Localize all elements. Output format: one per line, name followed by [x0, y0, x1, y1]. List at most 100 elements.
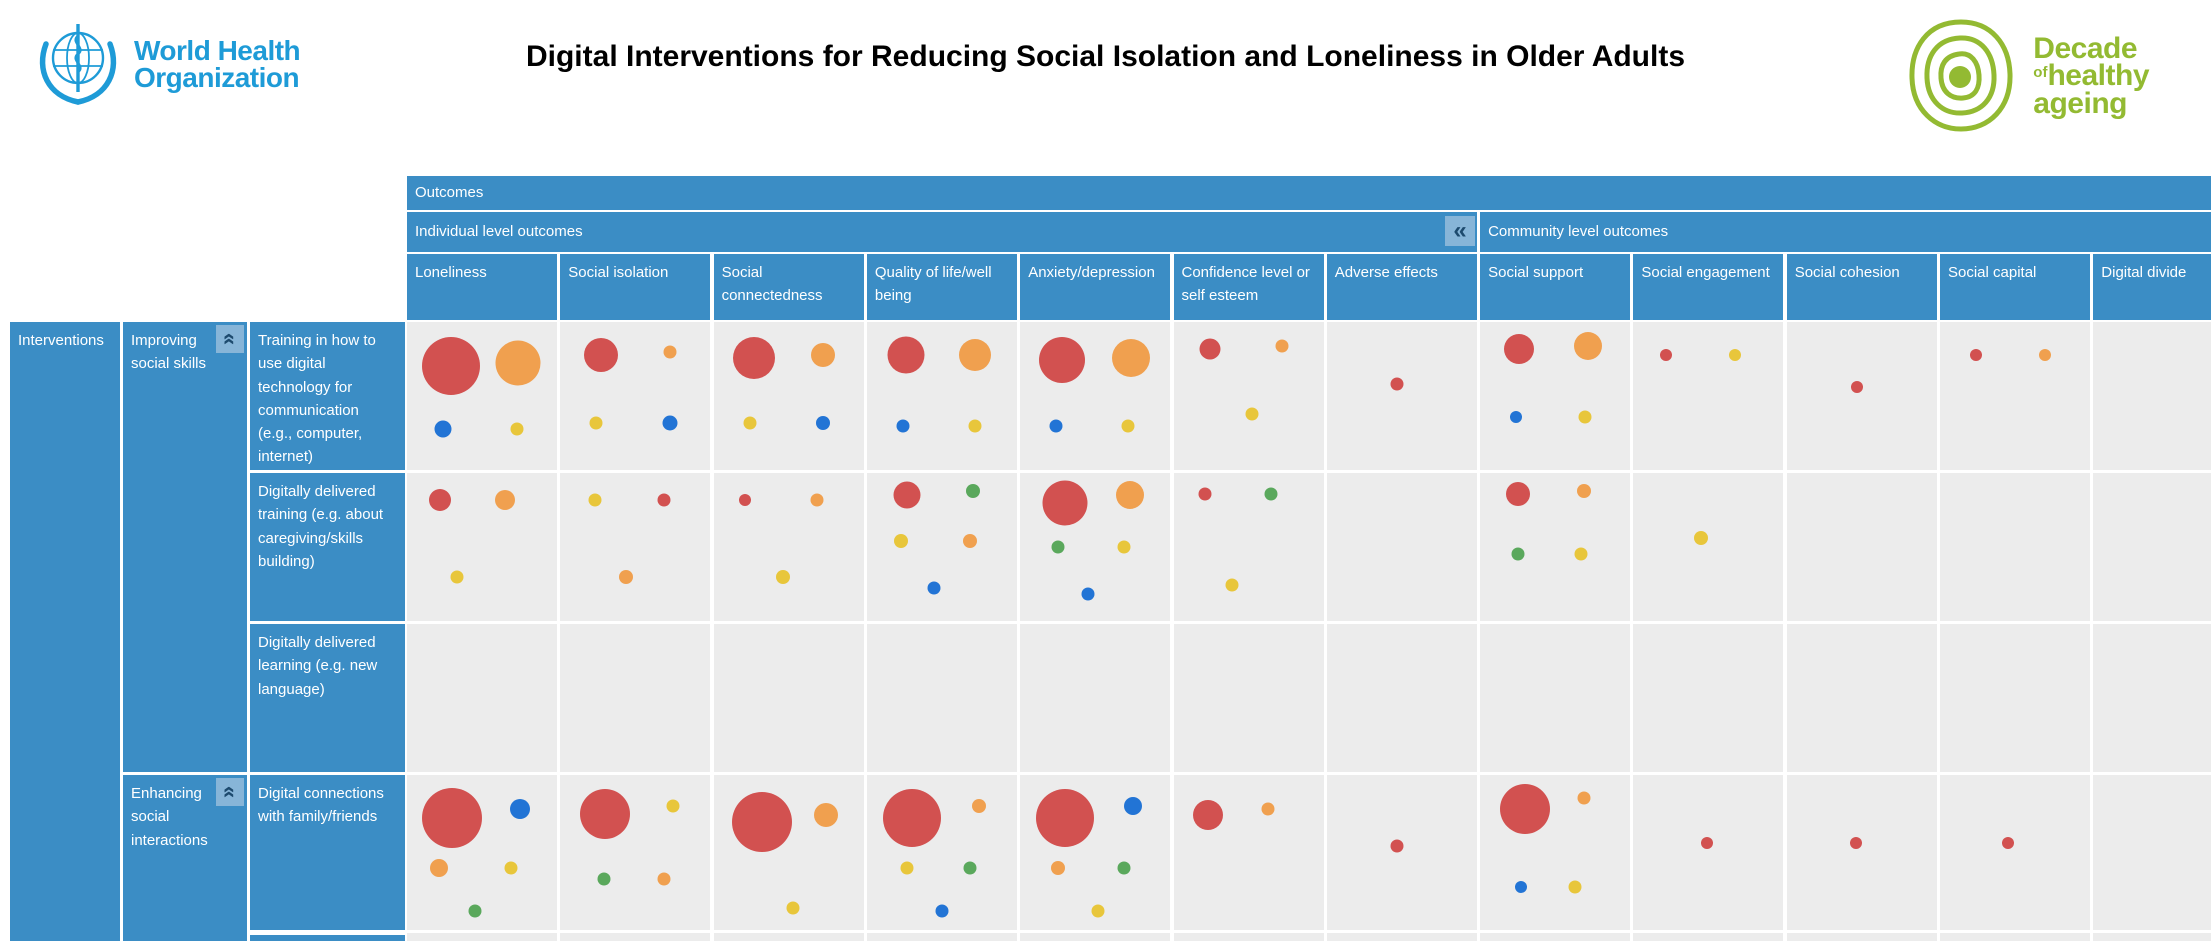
- evidence-bubble-yellow[interactable]: [1245, 407, 1258, 421]
- evidence-bubble-orange[interactable]: [657, 872, 671, 886]
- evidence-bubble-red[interactable]: [2001, 837, 2014, 850]
- evidence-bubble-yellow[interactable]: [1117, 540, 1131, 554]
- evidence-bubble-red[interactable]: [1390, 377, 1404, 391]
- evidence-bubble-orange[interactable]: [663, 345, 677, 359]
- evidence-bubble-blue[interactable]: [434, 420, 452, 438]
- evidence-bubble-yellow[interactable]: [775, 569, 790, 584]
- evidence-bubble-orange[interactable]: [495, 340, 541, 386]
- evidence-bubble-blue[interactable]: [1510, 410, 1523, 423]
- evidence-bubble-yellow[interactable]: [894, 534, 909, 549]
- evidence-bubble-orange[interactable]: [494, 489, 515, 510]
- evidence-bubble-yellow[interactable]: [1225, 578, 1239, 592]
- evidence-bubble-orange[interactable]: [619, 569, 634, 584]
- evidence-bubble-red[interactable]: [1849, 837, 1862, 850]
- evidence-bubble-red[interactable]: [1660, 348, 1673, 361]
- evidence-bubble-yellow[interactable]: [589, 416, 603, 430]
- evidence-bubble-red[interactable]: [893, 481, 921, 509]
- evidence-bubble-red[interactable]: [657, 493, 671, 507]
- matrix-cell-partial: [1786, 933, 1937, 941]
- matrix-cell: [407, 473, 557, 621]
- evidence-bubble-green[interactable]: [1511, 547, 1525, 561]
- collapse-row-group-button[interactable]: «: [216, 325, 244, 353]
- evidence-bubble-blue[interactable]: [1049, 419, 1063, 433]
- evidence-bubble-red[interactable]: [1198, 487, 1212, 501]
- evidence-bubble-yellow[interactable]: [450, 570, 463, 584]
- evidence-bubble-red[interactable]: [1390, 839, 1404, 853]
- evidence-bubble-orange[interactable]: [2039, 348, 2051, 361]
- evidence-bubble-orange[interactable]: [963, 534, 978, 549]
- evidence-bubble-red[interactable]: [1039, 337, 1086, 384]
- evidence-bubble-green[interactable]: [963, 861, 977, 875]
- evidence-bubble-yellow[interactable]: [968, 419, 982, 433]
- evidence-bubble-blue[interactable]: [509, 799, 530, 820]
- evidence-bubble-red[interactable]: [583, 337, 618, 372]
- evidence-bubble-orange[interactable]: [1115, 481, 1144, 510]
- evidence-bubble-red[interactable]: [1504, 333, 1535, 364]
- evidence-bubble-green[interactable]: [468, 904, 481, 918]
- evidence-bubble-red[interactable]: [429, 488, 451, 511]
- evidence-bubble-orange[interactable]: [1577, 791, 1591, 805]
- evidence-bubble-green[interactable]: [597, 872, 611, 886]
- evidence-bubble-red[interactable]: [422, 788, 482, 849]
- evidence-bubble-yellow[interactable]: [900, 861, 914, 875]
- evidence-bubble-red[interactable]: [887, 336, 925, 374]
- evidence-bubble-orange[interactable]: [1576, 483, 1591, 498]
- evidence-bubble-red[interactable]: [1036, 789, 1095, 848]
- evidence-bubble-red[interactable]: [733, 336, 776, 379]
- evidence-bubble-blue[interactable]: [1123, 797, 1142, 815]
- evidence-bubble-orange[interactable]: [1112, 338, 1151, 377]
- matrix-cell-partial: [560, 933, 711, 941]
- evidence-bubble-orange[interactable]: [429, 859, 448, 877]
- evidence-bubble-red[interactable]: [1193, 800, 1223, 831]
- evidence-bubble-red[interactable]: [580, 788, 631, 839]
- evidence-bubble-yellow[interactable]: [743, 416, 757, 430]
- evidence-bubble-orange[interactable]: [1050, 861, 1065, 875]
- evidence-bubble-yellow[interactable]: [1693, 531, 1708, 546]
- evidence-bubble-blue[interactable]: [1514, 880, 1527, 893]
- collapse-individual-outcomes-button[interactable]: «: [1445, 216, 1476, 246]
- evidence-bubble-green[interactable]: [1264, 487, 1278, 501]
- evidence-bubble-red[interactable]: [1700, 837, 1713, 850]
- evidence-bubble-orange[interactable]: [810, 493, 824, 507]
- evidence-bubble-red[interactable]: [1199, 338, 1220, 360]
- evidence-bubble-yellow[interactable]: [1729, 348, 1742, 361]
- evidence-bubble-green[interactable]: [1051, 540, 1065, 554]
- evidence-bubble-yellow[interactable]: [666, 799, 680, 813]
- evidence-bubble-yellow[interactable]: [1574, 547, 1588, 561]
- evidence-bubble-yellow[interactable]: [588, 493, 602, 507]
- evidence-bubble-blue[interactable]: [662, 415, 678, 431]
- evidence-bubble-yellow[interactable]: [1091, 904, 1105, 918]
- evidence-bubble-red[interactable]: [1042, 480, 1088, 526]
- evidence-bubble-blue[interactable]: [927, 581, 941, 595]
- evidence-bubble-orange[interactable]: [1275, 339, 1288, 353]
- evidence-bubble-orange[interactable]: [1574, 331, 1603, 360]
- evidence-bubble-red[interactable]: [1505, 481, 1530, 506]
- evidence-bubble-orange[interactable]: [972, 799, 987, 813]
- evidence-bubble-orange[interactable]: [811, 342, 836, 367]
- evidence-bubble-blue[interactable]: [1081, 587, 1095, 601]
- evidence-bubble-blue[interactable]: [896, 419, 910, 433]
- evidence-bubble-red[interactable]: [1970, 348, 1982, 361]
- evidence-bubble-orange[interactable]: [1261, 802, 1275, 816]
- evidence-bubble-orange[interactable]: [958, 338, 991, 371]
- evidence-bubble-green[interactable]: [1117, 861, 1131, 875]
- evidence-bubble-blue[interactable]: [935, 904, 949, 918]
- evidence-bubble-green[interactable]: [966, 483, 981, 498]
- evidence-bubble-blue[interactable]: [816, 415, 831, 430]
- column-header-adverse-effects: Adverse effects: [1326, 254, 1477, 320]
- evidence-bubble-yellow[interactable]: [510, 422, 523, 436]
- evidence-bubble-red[interactable]: [739, 493, 752, 506]
- evidence-bubble-yellow[interactable]: [1578, 410, 1592, 424]
- matrix-cell: [866, 775, 1017, 930]
- evidence-bubble-orange[interactable]: [814, 803, 839, 828]
- evidence-bubble-yellow[interactable]: [1121, 419, 1135, 433]
- evidence-bubble-yellow[interactable]: [504, 861, 517, 875]
- evidence-bubble-red[interactable]: [1500, 784, 1551, 835]
- evidence-bubble-red[interactable]: [731, 791, 792, 852]
- evidence-bubble-yellow[interactable]: [1568, 880, 1582, 894]
- evidence-bubble-red[interactable]: [882, 789, 941, 848]
- evidence-bubble-red[interactable]: [1851, 381, 1864, 394]
- evidence-bubble-yellow[interactable]: [786, 901, 800, 915]
- collapse-row-group-button[interactable]: «: [216, 778, 244, 806]
- evidence-bubble-red[interactable]: [421, 337, 480, 396]
